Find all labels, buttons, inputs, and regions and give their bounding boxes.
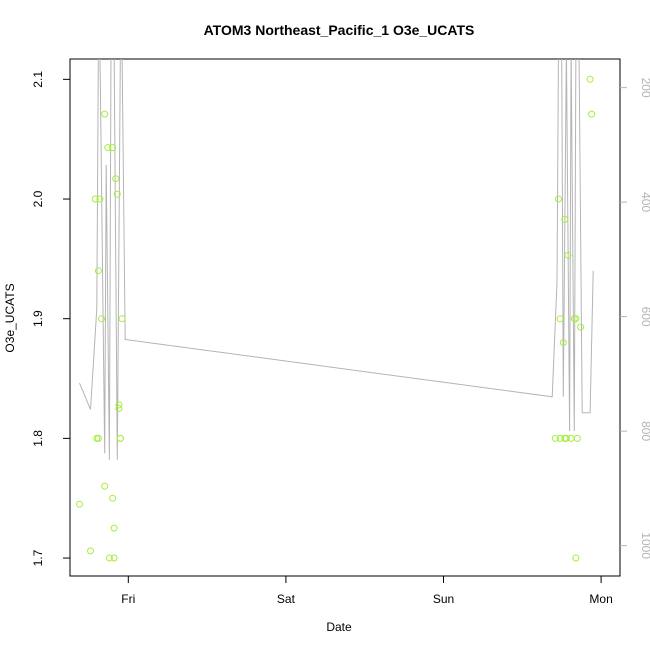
data-point	[573, 434, 581, 442]
x-tick-label: Fri	[121, 592, 135, 606]
data-point	[588, 110, 596, 118]
y2-tick-label: 1000	[639, 532, 650, 559]
data-point	[115, 401, 123, 409]
data-point	[577, 323, 585, 331]
altitude-series-line	[79, 59, 594, 460]
data-point	[87, 547, 94, 555]
y-axis: 1.7 1.8 1.9 2.0 2.1	[31, 71, 70, 566]
y-tick-label: 2.1	[31, 71, 45, 88]
points-layer	[76, 75, 596, 562]
y-tick-label: 1.9	[31, 310, 45, 327]
data-point	[101, 482, 109, 490]
data-point	[586, 75, 594, 83]
data-point	[104, 144, 112, 152]
y-tick-label: 1.8	[31, 430, 45, 447]
data-point	[551, 434, 559, 442]
data-point	[101, 110, 109, 118]
data-point	[76, 500, 83, 508]
data-point	[572, 554, 580, 562]
data-point	[555, 195, 562, 203]
x-tick-label: Sun	[433, 592, 454, 606]
data-point	[562, 434, 570, 442]
data-point	[561, 215, 569, 223]
data-point	[94, 434, 102, 442]
right-y-axis: 200 400 600 800 1000	[620, 78, 650, 559]
y-axis-label: O3e_UCATS	[3, 283, 17, 352]
y2-tick-label: 800	[639, 421, 650, 441]
data-point	[118, 315, 126, 323]
y2-tick-label: 200	[639, 78, 650, 98]
y2-tick-label: 400	[639, 192, 650, 212]
altitude-line-layer	[79, 59, 594, 460]
data-point	[116, 434, 124, 442]
x-axis-label: Date	[326, 620, 352, 634]
y2-tick-label: 600	[639, 307, 650, 327]
data-point	[112, 175, 120, 183]
data-point	[109, 494, 117, 502]
data-point	[556, 315, 564, 323]
data-point	[105, 554, 113, 562]
data-point	[564, 251, 572, 259]
data-point	[94, 267, 102, 275]
x-tick-label: Sat	[277, 592, 296, 606]
x-tick-label: Mon	[589, 592, 612, 606]
data-point	[572, 315, 580, 323]
y-tick-label: 2.0	[31, 190, 45, 207]
data-point	[98, 315, 105, 323]
plot-frame	[69, 58, 621, 577]
data-point	[109, 144, 117, 152]
data-point	[91, 195, 99, 203]
data-point	[115, 405, 123, 412]
y-tick-label: 1.7	[31, 549, 45, 566]
data-point	[110, 554, 118, 562]
data-point	[96, 195, 104, 203]
data-point	[110, 524, 118, 532]
chart-title: ATOM3 Northeast_Pacific_1 O3e_UCATS	[204, 22, 475, 38]
data-point	[559, 339, 567, 347]
data-point	[113, 190, 121, 198]
x-axis: Fri Sat Sun Mon	[121, 576, 613, 606]
